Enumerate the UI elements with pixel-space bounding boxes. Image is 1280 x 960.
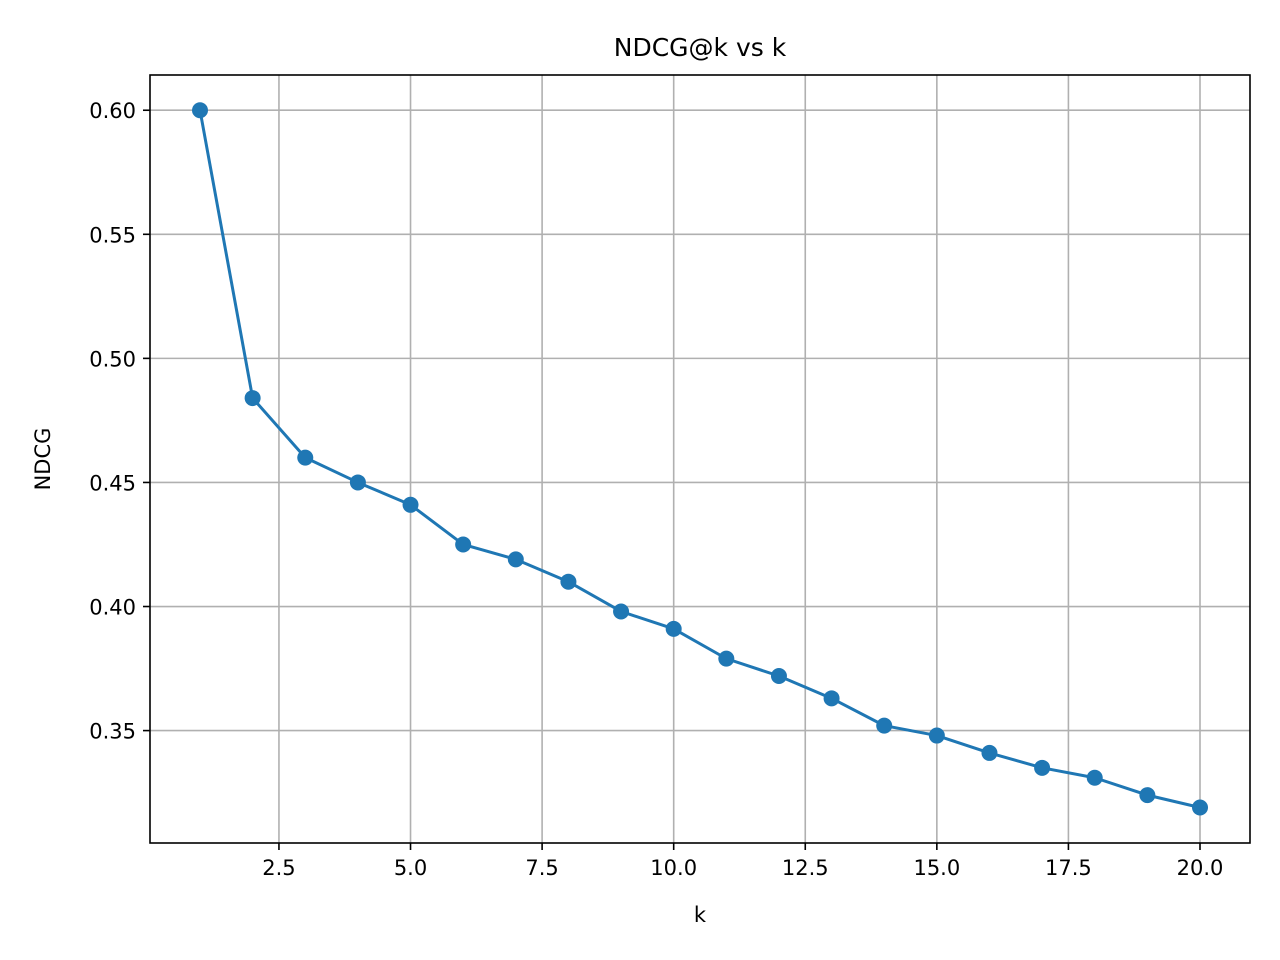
y-tick-label: 0.60	[89, 99, 136, 123]
data-point	[665, 620, 682, 637]
y-axis-ticks: 0.35 0.40 0.45 0.50 0.55 0.60	[89, 99, 150, 744]
data-point	[1139, 787, 1156, 804]
data-point	[349, 474, 366, 491]
data-point	[560, 573, 577, 590]
data-point	[192, 102, 208, 119]
x-tick-label: 5.0	[394, 856, 427, 880]
data-point	[718, 650, 735, 667]
data-point	[1192, 799, 1208, 816]
data-point	[613, 603, 630, 620]
y-axis-label: NDCG	[31, 428, 55, 491]
x-tick-label: 10.0	[650, 856, 697, 880]
data-point	[770, 668, 787, 685]
y-tick-label: 0.40	[89, 596, 136, 620]
data-point	[928, 727, 945, 744]
chart-title: NDCG@k vs k	[614, 33, 787, 62]
grid	[150, 75, 1250, 843]
data-point	[1034, 759, 1051, 776]
data-point	[507, 551, 524, 568]
y-tick-label: 0.35	[89, 720, 136, 744]
data-point	[876, 717, 893, 734]
y-tick-label: 0.45	[89, 471, 136, 495]
data-point	[1086, 769, 1103, 786]
x-axis-ticks: 2.5 5.0 7.5 10.0 12.5 15.0 17.5 20.0	[262, 843, 1223, 880]
data-point	[823, 690, 840, 707]
data-point	[244, 390, 261, 407]
x-tick-label: 17.5	[1045, 856, 1092, 880]
data-point	[402, 496, 419, 513]
data-point	[981, 744, 998, 761]
y-tick-label: 0.55	[89, 223, 136, 247]
x-axis-label: k	[694, 903, 707, 927]
series-layer	[192, 102, 1208, 816]
x-tick-label: 15.0	[913, 856, 960, 880]
x-tick-label: 2.5	[262, 856, 295, 880]
data-point	[455, 536, 472, 553]
plot-frame	[149, 74, 1251, 844]
x-tick-label: 20.0	[1177, 856, 1224, 880]
data-point	[297, 449, 314, 466]
x-tick-label: 7.5	[525, 856, 558, 880]
y-tick-label: 0.50	[89, 347, 136, 371]
series-line	[198, 109, 1201, 809]
x-tick-label: 12.5	[782, 856, 829, 880]
